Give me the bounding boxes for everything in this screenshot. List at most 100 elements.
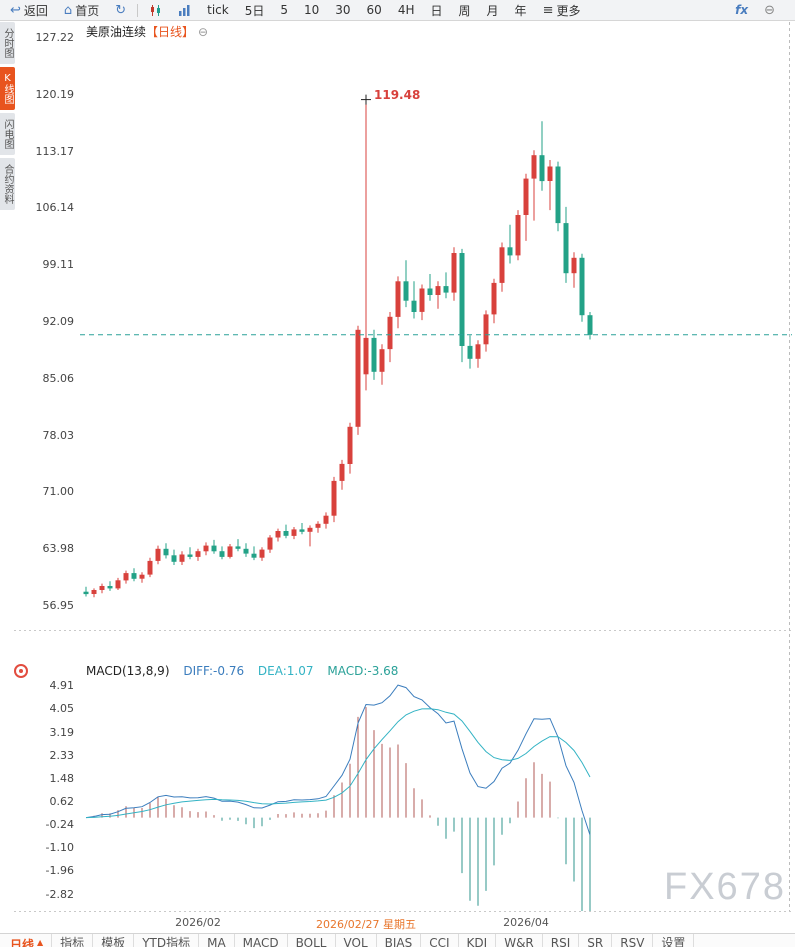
- period-5day-button-label: 5日: [244, 3, 265, 18]
- period-month-button-label: 月: [486, 3, 499, 18]
- period-tick-button-label: tick: [207, 3, 229, 17]
- btab-ma[interactable]: MA: [199, 934, 235, 947]
- btab-rsv[interactable]: RSV: [612, 934, 654, 947]
- macd-header: MACD(13,8,9) DIFF:-0.76 DEA:1.07 MACD:-3…: [86, 664, 398, 678]
- back-button-icon: ↩: [10, 2, 21, 18]
- period-4h-button-label: 4H: [397, 3, 415, 17]
- macd-axis-label: 4.05: [49, 702, 75, 715]
- period-5day-button[interactable]: 5日: [237, 0, 273, 21]
- period-4h-button[interactable]: 4H: [390, 0, 423, 21]
- kline-chart-button-icon: [151, 4, 161, 16]
- macd-axis-label: -1.10: [45, 841, 74, 854]
- toolbar: ↩ 返回 ⌂ 首页 ↻ tick 5日 5 10 30 60 4H 日周月年 ≡ 更多 fx ⊖: [0, 0, 795, 21]
- price-axis-label: 56.95: [42, 599, 75, 612]
- period-year-button[interactable]: 年: [507, 0, 535, 21]
- tab-time-chart[interactable]: 分时图: [0, 22, 15, 64]
- more-button[interactable]: ≡ 更多: [535, 0, 589, 21]
- tab-kline-chart[interactable]: K线图: [0, 67, 15, 110]
- triangle-up-icon: ▲: [37, 938, 44, 947]
- bottom-period-tab[interactable]: 日线 ▲: [0, 934, 53, 947]
- more-button-label: 更多: [556, 3, 581, 18]
- indicator-target-icon[interactable]: [14, 664, 28, 678]
- back-button-label: 返回: [23, 3, 48, 18]
- period-month-button[interactable]: 月: [479, 0, 507, 21]
- price-axis-label: 113.17: [35, 145, 75, 158]
- period-year-button-label: 年: [514, 3, 527, 18]
- macd-axis-label: -1.96: [45, 864, 74, 877]
- zoom-out-button-icon: ⊖: [764, 2, 775, 18]
- period-badge: 【日线】: [146, 25, 195, 39]
- back-button[interactable]: ↩ 返回: [2, 0, 56, 21]
- date-label: 2026/04: [503, 916, 549, 929]
- chart-title: 美原油连续【日线】 ⊖: [86, 23, 208, 40]
- price-axis-label: 63.98: [42, 542, 75, 555]
- btab-cci[interactable]: CCI: [421, 934, 459, 947]
- btab-sr[interactable]: SR: [579, 934, 613, 947]
- period-tick-button[interactable]: tick: [199, 0, 237, 21]
- tab-contract-info[interactable]: 合约资料: [0, 158, 15, 210]
- macd-axis-label: -0.24: [45, 818, 74, 831]
- volume-chart-button[interactable]: [170, 0, 199, 21]
- price-axis-label: 85.06: [42, 372, 75, 385]
- home-button-icon: ⌂: [63, 2, 73, 18]
- period-day-button[interactable]: 日: [423, 0, 451, 21]
- price-axis-label: 99.11: [42, 258, 75, 271]
- price-axis-label: 106.14: [35, 201, 75, 214]
- sidebar: 分时图 K线图闪电图合约资料: [0, 22, 15, 210]
- volume-chart-button-icon: [179, 4, 190, 16]
- period-week-button[interactable]: 周: [451, 0, 479, 21]
- fx-button-label: fx: [735, 3, 749, 17]
- macd-axis-label: 1.48: [49, 772, 75, 785]
- macd-axis-label: 3.19: [49, 726, 75, 739]
- btab-bias[interactable]: BIAS: [377, 934, 422, 947]
- home-button[interactable]: ⌂ 首页: [56, 0, 107, 21]
- fx678-watermark: FX678: [664, 866, 786, 908]
- btab-macd[interactable]: MACD: [235, 934, 288, 947]
- price-axis-label: 71.00: [42, 485, 75, 498]
- btab-settings[interactable]: 设置: [653, 934, 695, 947]
- fx-button[interactable]: fx: [727, 0, 756, 21]
- macd-title: MACD(13,8,9): [86, 664, 170, 678]
- price-axis-label: 92.09: [42, 315, 75, 328]
- home-button-label: 首页: [75, 3, 100, 18]
- more-button-icon: ≡: [542, 2, 554, 18]
- btab-wr[interactable]: W&R: [496, 934, 543, 947]
- period-5min-button-label: 5: [280, 3, 288, 17]
- btab-template[interactable]: 模板: [93, 934, 135, 947]
- period-5min-button[interactable]: 5: [272, 0, 296, 21]
- refresh-button[interactable]: ↻: [107, 0, 134, 21]
- period-60min-button-label: 60: [366, 3, 382, 17]
- btab-kdj[interactable]: KDJ: [459, 934, 497, 947]
- bottom-period-label: 日线: [10, 938, 35, 947]
- macd-axis-label: 0.62: [49, 795, 75, 808]
- collapse-icon[interactable]: ⊖: [198, 25, 209, 39]
- date-label: 2026/02: [175, 916, 221, 929]
- macd-axis-label: 4.91: [49, 679, 75, 692]
- macd-diff-value: DIFF:-0.76: [183, 664, 245, 678]
- high-annotation: 119.48: [374, 88, 421, 102]
- zoom-out-button[interactable]: ⊖: [756, 0, 783, 21]
- symbol-name: 美原油连续: [86, 25, 147, 39]
- date-label: 2026/02/27 星期五: [316, 918, 416, 931]
- btab-boll[interactable]: BOLL: [288, 934, 336, 947]
- bottom-bar: 日线 ▲ 指标 模板 YTD指标 MA MACD BOLL VOL BIAS CCI KDJ W&R…: [0, 933, 795, 947]
- btab-rsi[interactable]: RSI: [543, 934, 580, 947]
- macd-macd-value: MACD:-3.68: [327, 664, 399, 678]
- period-30min-button-label: 30: [335, 3, 351, 17]
- btab-indicator[interactable]: 指标: [52, 934, 94, 947]
- period-10min-button[interactable]: 10: [296, 0, 327, 21]
- bottom-tabs: 指标 模板 YTD指标 MA MACD BOLL VOL BIAS CCI KDJ W&R RSI SR…: [52, 934, 695, 947]
- period-60min-button[interactable]: 60: [359, 0, 390, 21]
- period-30min-button[interactable]: 30: [327, 0, 358, 21]
- btab-ytd-indicator[interactable]: YTD指标: [134, 934, 200, 947]
- period-10min-button-label: 10: [303, 3, 320, 17]
- refresh-button-icon: ↻: [115, 2, 127, 18]
- kline-chart-button[interactable]: [141, 0, 170, 21]
- btab-vol[interactable]: VOL: [336, 934, 377, 947]
- tab-lightning-chart[interactable]: 闪电图: [0, 113, 15, 155]
- macd-axis-label: -2.82: [45, 888, 74, 901]
- price-axis-label: 127.22: [35, 31, 75, 44]
- macd-dea-value: DEA:1.07: [257, 664, 314, 678]
